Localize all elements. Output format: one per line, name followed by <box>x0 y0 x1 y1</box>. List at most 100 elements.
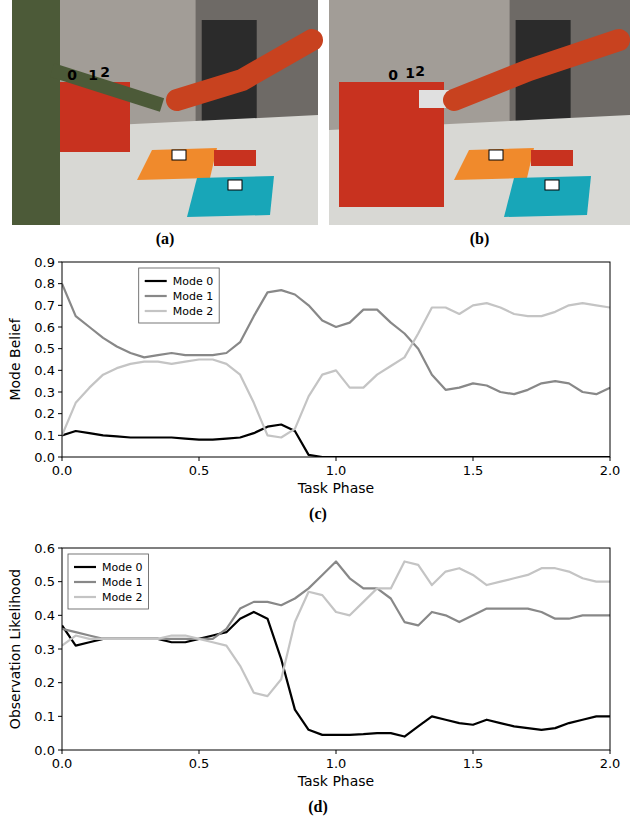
legend-label: Mode 1 <box>173 290 213 303</box>
y-tick <box>58 348 62 349</box>
y-tick-label: 0.4 <box>34 608 55 623</box>
x-tick-label: 0.0 <box>52 463 73 478</box>
y-tick <box>58 548 62 549</box>
photo-wall <box>329 0 630 225</box>
x-tick <box>199 457 200 461</box>
y-tick <box>58 327 62 328</box>
y-axis-title: Mode Belief <box>7 317 23 400</box>
x-tick-label: 1.0 <box>326 756 347 771</box>
photo-label: 1 <box>405 65 415 81</box>
x-tick-label: 2.0 <box>600 756 621 771</box>
series-line <box>62 425 610 458</box>
legend-swatch <box>145 295 167 297</box>
photo-wall <box>12 0 318 225</box>
y-tick-label: 0.6 <box>34 541 55 556</box>
legend-swatch <box>145 280 167 282</box>
y-tick-label: 0.3 <box>34 385 55 400</box>
y-tick-label: 0.1 <box>34 709 55 724</box>
y-tick-label: 0.1 <box>34 428 55 443</box>
photo-label: 0 <box>67 67 77 83</box>
legend-swatch <box>145 310 167 312</box>
orange-sheet <box>137 148 217 180</box>
x-tick <box>62 457 63 461</box>
y-tick <box>58 392 62 393</box>
plot-frame <box>62 548 610 750</box>
x-tick-label: 0.0 <box>52 756 73 771</box>
small-box <box>214 150 256 166</box>
x-tick <box>62 750 63 754</box>
y-tick-label: 0.2 <box>34 675 55 690</box>
robot-arm <box>177 40 312 100</box>
photo-label: 2 <box>415 63 425 79</box>
y-tick <box>58 615 62 616</box>
figure: 012(a)012(b)0.00.51.01.52.00.00.10.20.30… <box>0 0 635 831</box>
photo-label: 1 <box>88 67 98 83</box>
panel-caption: (c) <box>309 505 327 523</box>
photo-label: 2 <box>100 64 110 80</box>
legend-frame <box>68 554 148 609</box>
y-tick-label: 0.0 <box>34 743 55 758</box>
chart: 0.00.51.01.52.00.00.10.20.30.40.50.6Task… <box>7 541 620 817</box>
y-tick <box>58 413 62 414</box>
legend-label: Mode 0 <box>102 561 142 574</box>
y-tick-label: 0.3 <box>34 642 55 657</box>
y-tick-label: 0.9 <box>34 255 55 270</box>
y-axis-title: Observation Likelihood <box>7 569 23 729</box>
x-axis-title: Task Phase <box>297 773 374 789</box>
marker-tag <box>545 180 559 190</box>
cyan-sheet <box>187 176 274 217</box>
y-tick <box>58 682 62 683</box>
y-tick <box>58 435 62 436</box>
legend: Mode 0Mode 1Mode 2 <box>68 554 148 609</box>
y-tick-label: 0.7 <box>34 298 55 313</box>
person <box>12 0 60 225</box>
photo: 012 <box>12 0 318 225</box>
y-tick <box>58 649 62 650</box>
legend-label: Mode 2 <box>102 591 142 604</box>
small-box <box>531 150 573 166</box>
x-tick <box>336 457 337 461</box>
legend-label: Mode 2 <box>173 305 213 318</box>
orange-sheet <box>454 148 534 180</box>
cyan-sheet <box>504 176 591 217</box>
marker-tag <box>172 150 186 160</box>
y-tick-label: 0.5 <box>34 341 55 356</box>
y-tick <box>58 716 62 717</box>
x-tick-label: 1.5 <box>463 756 484 771</box>
y-tick-label: 0.8 <box>34 276 55 291</box>
panel-caption: (a) <box>156 230 175 248</box>
y-tick <box>58 370 62 371</box>
x-tick-label: 0.5 <box>189 463 210 478</box>
y-tick-label: 0.4 <box>34 363 55 378</box>
y-tick <box>58 283 62 284</box>
y-tick-label: 0.6 <box>34 320 55 335</box>
panel-caption: (d) <box>308 798 328 816</box>
photo: 012 <box>329 0 630 225</box>
y-tick <box>58 750 62 751</box>
x-tick-label: 0.5 <box>189 756 210 771</box>
x-axis-title: Task Phase <box>297 480 374 496</box>
photo-label: 0 <box>388 67 398 83</box>
legend-label: Mode 0 <box>173 275 213 288</box>
chart: 0.00.51.01.52.00.00.10.20.30.40.50.60.70… <box>7 255 620 524</box>
legend-frame <box>139 268 219 323</box>
x-tick <box>336 750 337 754</box>
plot-frame <box>62 262 610 457</box>
legend-swatch <box>74 596 96 598</box>
x-tick <box>610 750 611 754</box>
x-tick <box>610 457 611 461</box>
legend-swatch <box>74 581 96 583</box>
robot-arm <box>454 40 619 100</box>
marker-tag <box>489 150 503 160</box>
x-tick <box>473 750 474 754</box>
y-tick-label: 0.0 <box>34 450 55 465</box>
x-tick-label: 1.5 <box>463 463 484 478</box>
x-tick-label: 1.0 <box>326 463 347 478</box>
marker-tag <box>228 180 242 190</box>
x-tick-label: 2.0 <box>600 463 621 478</box>
y-tick <box>58 305 62 306</box>
series-line <box>62 612 610 737</box>
x-tick <box>473 457 474 461</box>
x-tick <box>199 750 200 754</box>
legend: Mode 0 Mode 1 Mode 2 <box>139 268 219 323</box>
